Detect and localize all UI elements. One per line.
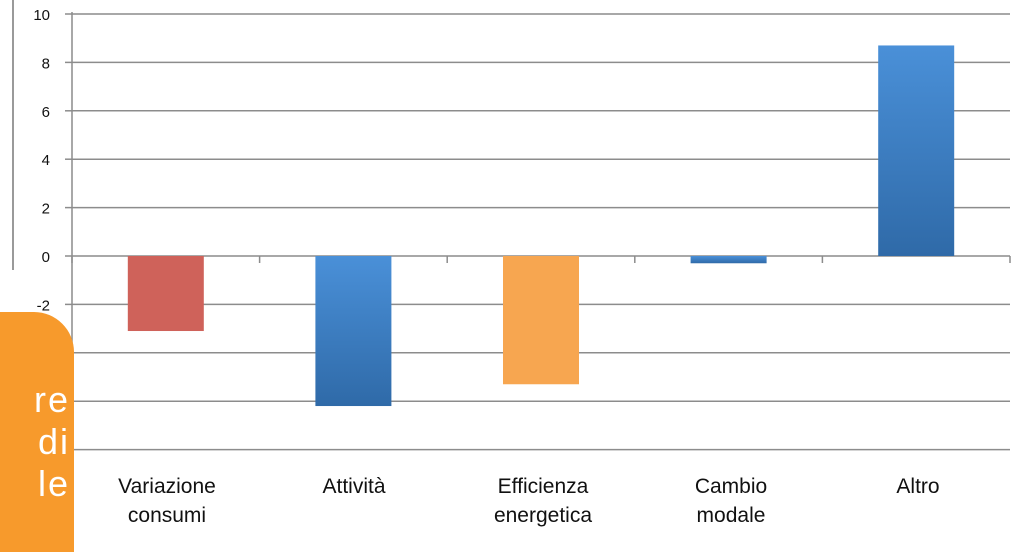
gridlines: [72, 13, 1010, 451]
x-tick-label: Efficienza energetica: [493, 475, 593, 527]
bar: [878, 45, 955, 257]
y-tick-label: 0: [42, 249, 50, 266]
chart: 10 8 6 4 2 0 -2 re di le Variazione consumi At…: [0, 0, 1011, 552]
side-panel-text: re di le: [0, 379, 70, 505]
x-tick-label: Attività: [322, 475, 386, 498]
x-tick-label: Cambio modale: [694, 475, 768, 527]
side-panel-line: re: [33, 379, 70, 420]
bar-chart-svg: 10 8 6 4 2 0 -2: [33, 7, 1011, 451]
y-tick-label: 8: [42, 55, 50, 72]
y-tick-label: 6: [42, 104, 50, 121]
side-panel-line: di: [37, 421, 70, 462]
slide-left-rule: [12, 0, 14, 270]
y-tick-label: 10: [33, 7, 50, 24]
bar: [315, 256, 392, 407]
bar: [127, 256, 204, 332]
side-panel: [0, 312, 74, 552]
y-tick-label: 2: [42, 201, 50, 218]
y-tick-label: -2: [37, 297, 50, 314]
x-tick-label: Variazione consumi: [118, 475, 216, 527]
bar: [690, 256, 767, 264]
y-tick-labels: 10 8 6 4 2 0 -2: [33, 7, 50, 314]
bars: [127, 45, 955, 407]
bar: [503, 256, 579, 385]
y-tick-label: 4: [42, 152, 50, 169]
x-tick-label: Altro: [896, 475, 940, 498]
side-panel-line: le: [37, 463, 70, 504]
